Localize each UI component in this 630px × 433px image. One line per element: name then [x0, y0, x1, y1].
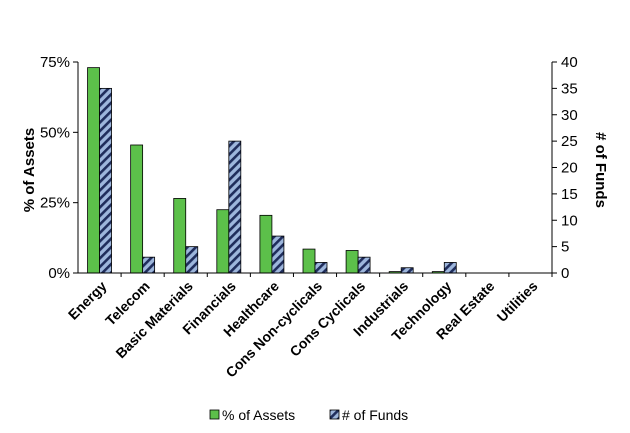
legend-swatch-percent-of-assets — [209, 409, 220, 420]
bar-number-of-funds — [271, 235, 285, 274]
right-tick-label: 0 — [561, 265, 569, 282]
bar-percent-of-assets — [130, 144, 144, 274]
bar-percent-of-assets — [216, 209, 230, 274]
left-tick-label: 0% — [48, 265, 70, 282]
bar-number-of-funds — [400, 267, 414, 274]
category-label: Utilities — [493, 278, 540, 325]
right-tick-label: 10 — [561, 212, 578, 229]
bar-number-of-funds — [228, 140, 242, 274]
right-axis-title: # of Funds — [592, 132, 609, 208]
bar-percent-of-assets — [302, 248, 316, 274]
bar-number-of-funds — [314, 262, 328, 274]
bar-number-of-funds — [142, 256, 156, 274]
right-tick-label: 30 — [561, 107, 578, 124]
right-tick-label: 20 — [561, 160, 578, 177]
legend: % of Assets # of Funds — [209, 407, 408, 423]
axes — [77, 62, 553, 274]
series-number-of-funds — [99, 87, 457, 274]
bar-number-of-funds — [185, 246, 199, 274]
bar-percent-of-assets — [345, 250, 359, 274]
bar-percent-of-assets — [259, 214, 273, 274]
bar-number-of-funds — [443, 262, 457, 274]
right-tick-label: 25 — [561, 133, 578, 150]
left-axis-ticks: 0% 25% 50% 75% — [40, 54, 78, 282]
series-percent-of-assets — [87, 67, 445, 274]
bar-number-of-funds — [99, 87, 112, 274]
category-label: Basic Materials — [112, 278, 196, 362]
bar-percent-of-assets — [173, 198, 187, 274]
right-tick-label: 5 — [561, 239, 569, 256]
right-tick-label: 40 — [561, 54, 578, 71]
legend-label-number-of-funds: # of Funds — [342, 407, 408, 423]
left-tick-label: 75% — [40, 54, 70, 71]
category-label: Cons Cyclicals — [286, 278, 368, 360]
legend-label-percent-of-assets: % of Assets — [222, 407, 295, 423]
left-axis-title: % of Assets — [21, 128, 38, 212]
right-tick-label: 15 — [561, 186, 578, 203]
legend-swatch-number-of-funds — [329, 409, 340, 420]
left-tick-label: 25% — [40, 195, 70, 212]
right-tick-label: 35 — [561, 80, 578, 97]
bar-percent-of-assets — [87, 67, 100, 274]
bar-number-of-funds — [357, 256, 371, 274]
right-axis-ticks: 0 5 10 15 20 25 30 35 40 — [552, 54, 578, 282]
left-tick-label: 50% — [40, 124, 70, 141]
